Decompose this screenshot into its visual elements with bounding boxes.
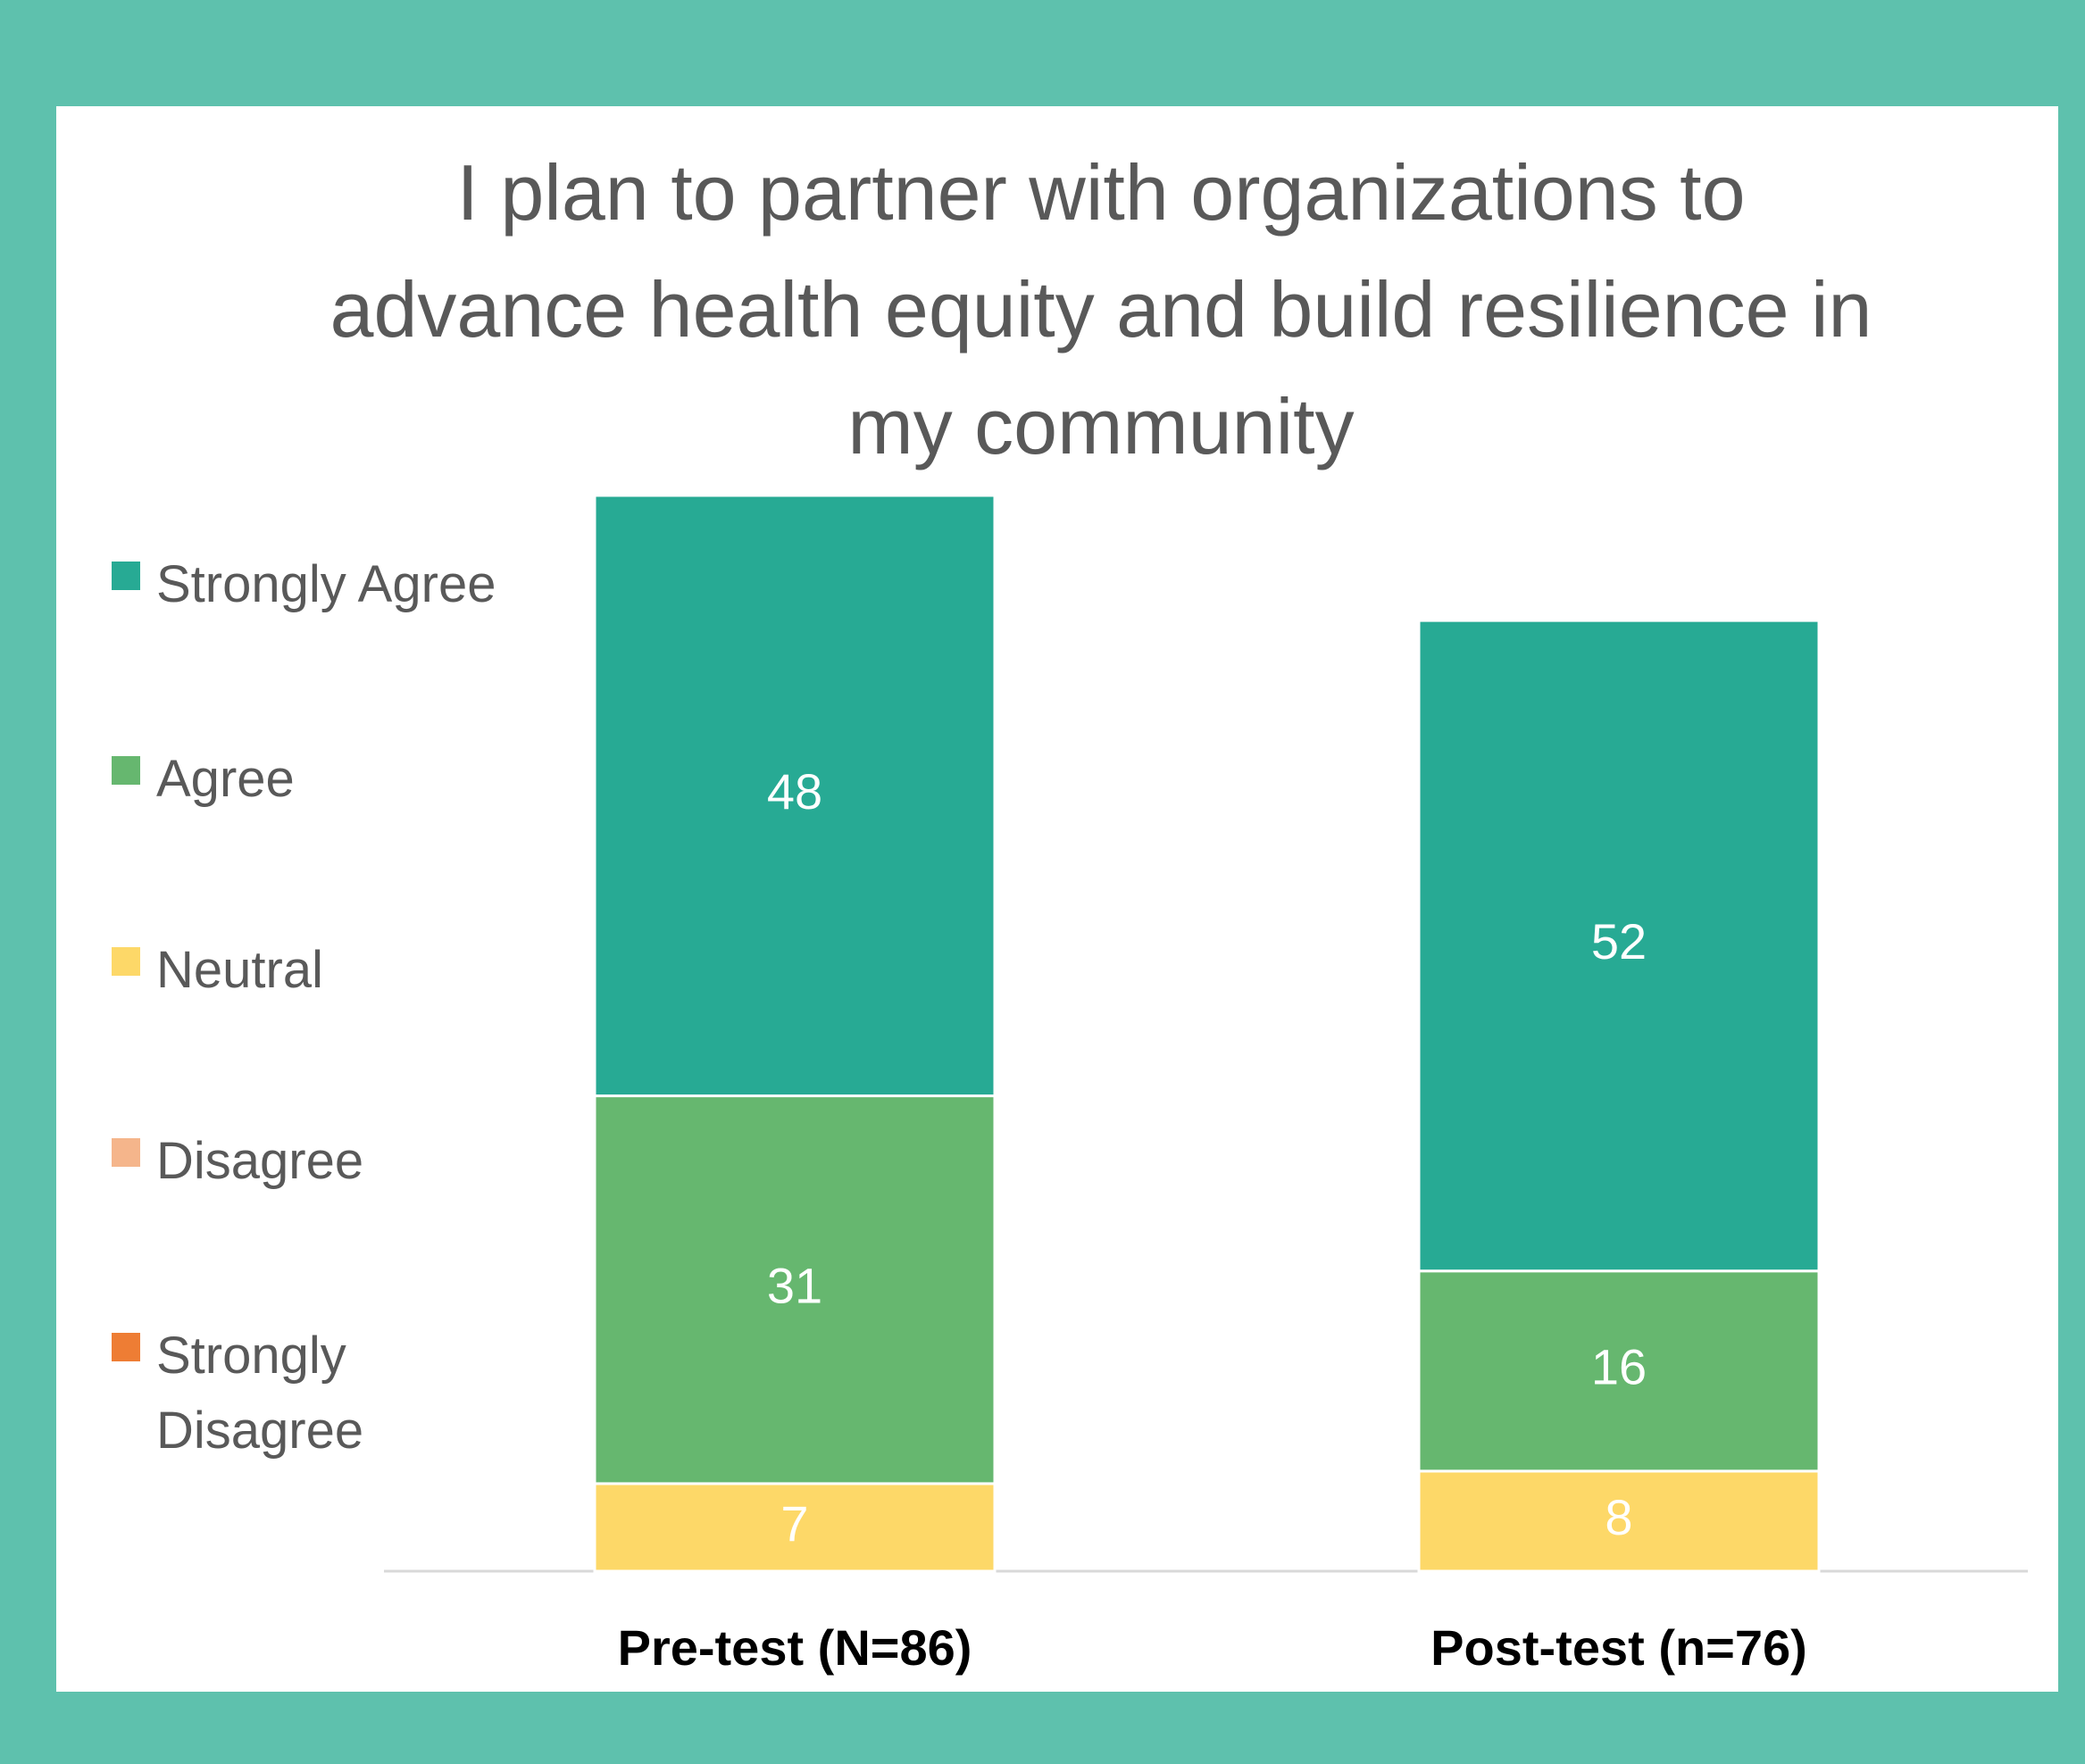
- x-tick-label: Post-test (n=76): [1430, 1619, 1807, 1676]
- legend-swatch: [112, 756, 140, 785]
- legend-swatch: [112, 1333, 140, 1361]
- bar-segment: [1417, 1269, 1821, 1473]
- x-tick-label: Pre-test (N=86): [618, 1619, 972, 1676]
- chart-title: I plan to partner with organizations to …: [329, 148, 1872, 470]
- data-label: 31: [767, 1258, 822, 1314]
- bar-segment: [593, 1482, 997, 1573]
- bar-segment: [1417, 1469, 1821, 1573]
- legend-swatch: [112, 1138, 140, 1167]
- legend-item: Strongly Agree: [112, 547, 522, 622]
- data-label: 16: [1591, 1339, 1647, 1395]
- legend-item: Strongly Disagree: [112, 1319, 522, 1469]
- bar-segment: [593, 494, 997, 1098]
- legend-label: Neutral: [156, 941, 323, 999]
- legend-item: Disagree: [112, 1124, 522, 1199]
- legend-label: Agree: [156, 750, 295, 808]
- bar-segment: [593, 1094, 997, 1485]
- data-label: 52: [1591, 913, 1647, 969]
- legend-label: Strongly Agree: [156, 555, 496, 613]
- legend-swatch: [112, 562, 140, 590]
- legend-item: Neutral: [112, 933, 522, 1008]
- data-label: 48: [767, 763, 822, 820]
- bar-segment: [1417, 619, 1821, 1273]
- data-label: 7: [780, 1495, 808, 1552]
- data-label: 8: [1605, 1489, 1632, 1545]
- legend-label: Strongly Disagree: [156, 1327, 364, 1460]
- legend-swatch: [112, 947, 140, 976]
- legend-item: Agree: [112, 742, 522, 817]
- legend-label: Disagree: [156, 1132, 364, 1190]
